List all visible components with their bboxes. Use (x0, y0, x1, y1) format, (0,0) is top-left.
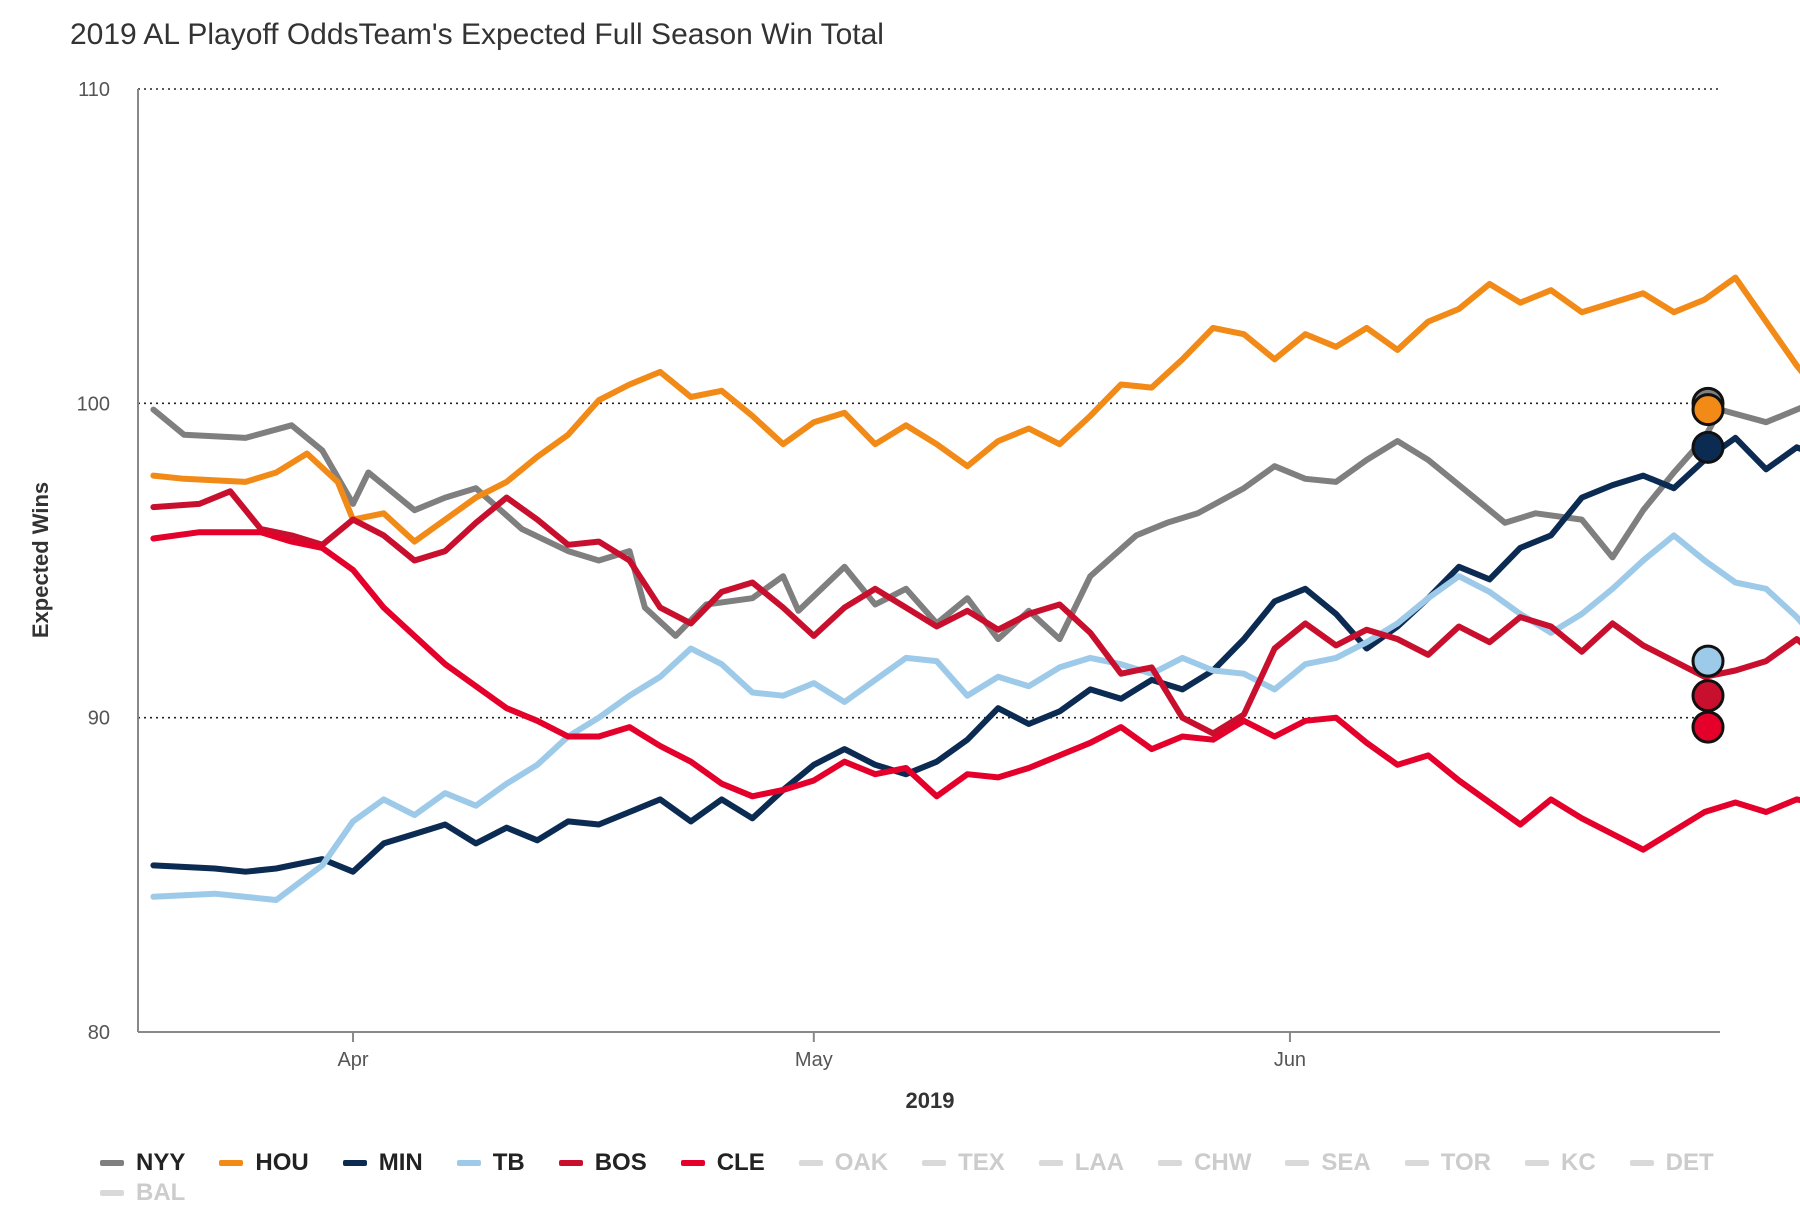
series-layer (150, 274, 1800, 903)
legend-item-nyy[interactable]: NYY (100, 1148, 185, 1178)
legend-swatch (1629, 1160, 1654, 1166)
legend-label: NYY (136, 1149, 186, 1176)
legend-label: KC (1561, 1149, 1596, 1176)
legend-swatch (798, 1160, 823, 1166)
legend-swatch (342, 1160, 367, 1166)
legend-item-bal[interactable]: BAL (100, 1178, 185, 1208)
legend-swatch (1158, 1160, 1183, 1166)
legend-item-tb[interactable]: TB (456, 1148, 525, 1178)
x-tick-label: Jun (1274, 1049, 1306, 1071)
legend-label: SEA (1321, 1149, 1371, 1176)
legend-item-det[interactable]: DET (1629, 1148, 1714, 1178)
legend-label: BOS (594, 1149, 647, 1176)
legend-item-cle[interactable]: CLE (680, 1148, 765, 1178)
legend-label: DET (1665, 1149, 1714, 1176)
legend-item-bos[interactable]: BOS (558, 1148, 647, 1178)
legend-swatch (100, 1190, 124, 1196)
x-tick-label: May (795, 1049, 833, 1071)
legend-item-sea[interactable]: SEA (1285, 1148, 1371, 1178)
y-tick-label: 100 (77, 393, 110, 415)
legend-label: CLE (716, 1149, 765, 1176)
legend-item-oak[interactable]: OAK (798, 1148, 889, 1178)
legend-item-tex[interactable]: TEX (922, 1148, 1005, 1178)
legend-swatch (100, 1160, 124, 1166)
legend-label: HOU (255, 1149, 309, 1176)
legend-swatch (680, 1160, 705, 1166)
chart-title: 2019 AL Playoff OddsTeam's Expected Full… (70, 18, 884, 51)
series-line-hou (150, 274, 1800, 545)
legend: NYY HOU MIN TB BOS CLE OAK TEX LAA CHW SEA TOR KC DET… (100, 1148, 1780, 1208)
legend-swatch (1525, 1160, 1549, 1166)
x-tick-label: Apr (337, 1049, 368, 1071)
legend-swatch (1038, 1160, 1063, 1166)
series-line-cle (150, 529, 1800, 853)
y-axis-title: Expected Wins (28, 482, 53, 638)
series-line-bos (150, 488, 1800, 737)
legend-item-laa[interactable]: LAA (1038, 1148, 1125, 1178)
legend-swatch (558, 1160, 583, 1166)
legend-swatch (219, 1160, 244, 1166)
axis-layer: 80 90 100 110 Apr May Jun (77, 79, 1720, 1071)
legend-label: TB (492, 1149, 525, 1176)
y-tick-label: 110 (78, 79, 110, 101)
end-marker-cle (1691, 710, 1725, 744)
legend-item-kc[interactable]: KC (1525, 1148, 1596, 1178)
end-marker-bos (1691, 679, 1725, 713)
x-axis-title: 2019 (906, 1088, 955, 1113)
y-tick-label: 80 (88, 1022, 110, 1044)
end-marker-hou (1691, 393, 1725, 427)
legend-item-tor[interactable]: TOR (1404, 1148, 1491, 1178)
legend-label: MIN (378, 1149, 423, 1176)
legend-item-hou[interactable]: HOU (219, 1148, 309, 1178)
end-marker-layer (1691, 386, 1725, 744)
legend-label: OAK (834, 1149, 889, 1176)
legend-label: LAA (1074, 1149, 1125, 1176)
y-tick-label: 90 (88, 708, 110, 730)
series-line-min (150, 434, 1800, 875)
chart-svg: 80 90 100 110 Apr May Jun 2019 Expected Wins (28, 79, 1800, 1113)
legend-item-min[interactable]: MIN (342, 1148, 423, 1178)
legend-swatch (922, 1160, 947, 1166)
legend-swatch (1285, 1160, 1310, 1166)
legend-swatch (1404, 1160, 1429, 1166)
legend-label: TOR (1440, 1149, 1491, 1176)
legend-swatch (456, 1160, 481, 1166)
legend-label: BAL (136, 1179, 186, 1206)
series-line-tb (150, 532, 1800, 903)
legend-item-chw[interactable]: CHW (1158, 1148, 1251, 1178)
legend-label: TEX (958, 1149, 1005, 1176)
end-marker-min (1691, 430, 1725, 464)
legend-label: CHW (1194, 1149, 1252, 1176)
series-line-nyy (150, 405, 1800, 643)
end-marker-tb (1691, 644, 1725, 678)
